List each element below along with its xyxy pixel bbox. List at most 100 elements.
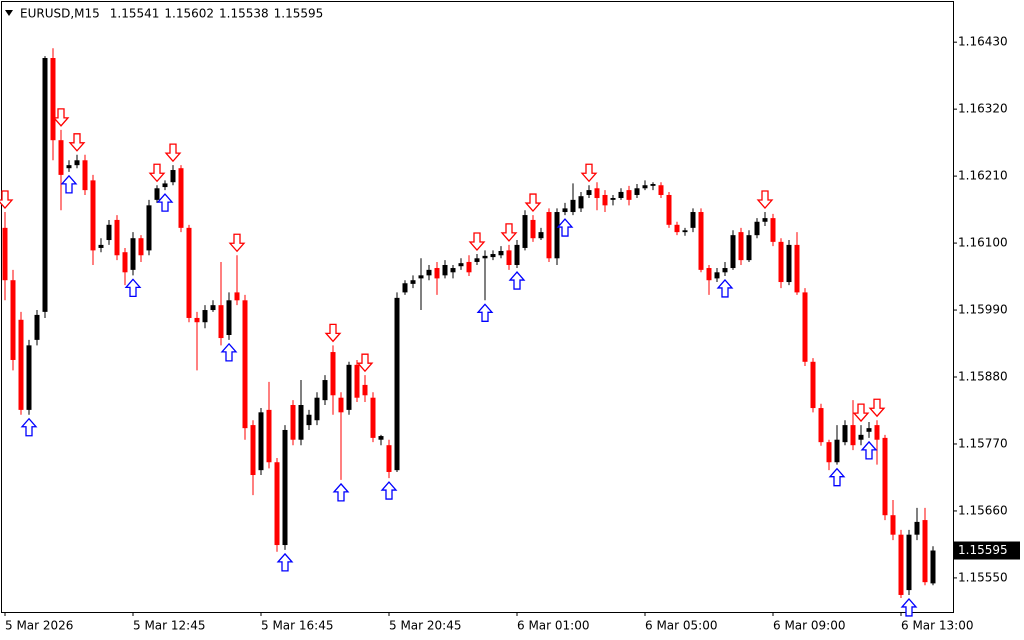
candle-body bbox=[642, 185, 648, 189]
y-tick-label: 1.15550 bbox=[958, 570, 1008, 584]
candle-body bbox=[682, 230, 688, 233]
candle-body bbox=[218, 305, 224, 339]
candle-body bbox=[330, 352, 336, 396]
candle-body bbox=[106, 224, 112, 241]
candle-body bbox=[610, 198, 616, 200]
x-tick-label: 6 Mar 13:00 bbox=[901, 619, 974, 633]
candle-body bbox=[506, 250, 512, 265]
candle-body bbox=[226, 300, 232, 336]
candle-body bbox=[874, 425, 880, 440]
y-tick-label: 1.15880 bbox=[958, 370, 1008, 384]
candle-body bbox=[490, 254, 496, 258]
y-tick-label: 1.16210 bbox=[958, 169, 1008, 183]
candle-body bbox=[562, 208, 568, 213]
current-price-box bbox=[954, 541, 1020, 560]
candle-body bbox=[386, 445, 392, 472]
candle-body bbox=[770, 218, 776, 242]
candle-body bbox=[178, 168, 184, 228]
candle-body bbox=[858, 434, 864, 440]
candle-body bbox=[322, 380, 328, 401]
candle-body bbox=[570, 199, 576, 213]
candle-body bbox=[466, 261, 472, 273]
candle-body bbox=[410, 280, 416, 284]
buy-arrow bbox=[156, 193, 174, 212]
candle-body bbox=[522, 215, 528, 248]
buy-arrow bbox=[276, 552, 294, 572]
menu-icon[interactable] bbox=[5, 10, 13, 16]
candle-body bbox=[458, 263, 464, 267]
candle-body bbox=[658, 185, 664, 195]
candle-body bbox=[898, 534, 904, 595]
candle-body bbox=[530, 219, 536, 239]
candle-body bbox=[10, 280, 16, 360]
candle-body bbox=[402, 283, 408, 293]
candle-body bbox=[690, 212, 696, 228]
candle-body bbox=[90, 180, 96, 251]
x-tick-label: 5 Mar 2026 bbox=[5, 619, 73, 633]
sell-arrow bbox=[756, 190, 774, 210]
candle-body bbox=[162, 183, 168, 188]
buy-arrow bbox=[828, 467, 846, 487]
y-tick-label: 1.16320 bbox=[958, 102, 1008, 116]
candle-body bbox=[34, 314, 40, 340]
y-tick-label: 1.16100 bbox=[958, 236, 1008, 250]
candle-body bbox=[810, 361, 816, 409]
candle-body bbox=[538, 232, 544, 239]
plot-frame bbox=[1, 1, 954, 613]
candle-body bbox=[98, 244, 104, 248]
candle-body bbox=[594, 188, 600, 199]
candle-body bbox=[378, 436, 384, 440]
candle-body bbox=[922, 520, 928, 583]
candle-body bbox=[882, 437, 888, 516]
candle-body bbox=[418, 275, 424, 279]
x-tick-label: 5 Mar 20:45 bbox=[389, 619, 462, 633]
candle-body bbox=[906, 534, 912, 591]
candle-body bbox=[498, 250, 504, 256]
candle-body bbox=[2, 227, 8, 281]
candle-body bbox=[738, 232, 744, 261]
candle-body bbox=[202, 310, 208, 323]
candle-body bbox=[698, 212, 704, 270]
candle-body bbox=[74, 160, 80, 166]
candle-body bbox=[282, 429, 288, 546]
sell-arrow bbox=[52, 108, 70, 127]
candle-body bbox=[138, 238, 144, 256]
buy-arrow bbox=[556, 218, 574, 237]
candle-body bbox=[242, 300, 248, 429]
candle-body bbox=[210, 305, 216, 311]
candle-body bbox=[18, 319, 24, 410]
header-close: 1.15595 bbox=[274, 7, 324, 21]
y-tick-label: 1.16430 bbox=[958, 35, 1008, 49]
sell-arrow bbox=[228, 233, 246, 253]
candle-body bbox=[586, 190, 592, 195]
candle-body bbox=[194, 317, 200, 323]
candle-body bbox=[706, 268, 712, 281]
symbol: EURUSD,M15 bbox=[20, 7, 100, 21]
candle-body bbox=[818, 408, 824, 443]
candle-body bbox=[618, 191, 624, 199]
buy-arrow bbox=[508, 271, 526, 290]
candle-body bbox=[634, 188, 640, 195]
candle-body bbox=[258, 412, 264, 471]
candle-body bbox=[474, 258, 480, 262]
candle-body bbox=[346, 364, 352, 410]
candle-body bbox=[546, 212, 552, 259]
candle-body bbox=[122, 252, 128, 273]
candle-body bbox=[50, 58, 56, 141]
y-tick-label: 1.15990 bbox=[958, 303, 1008, 317]
candle-body bbox=[786, 244, 792, 283]
candle-body bbox=[234, 292, 240, 301]
candle-body bbox=[130, 238, 136, 270]
candle-body bbox=[842, 425, 848, 443]
candle-body bbox=[666, 194, 672, 225]
buy-arrow bbox=[716, 278, 734, 298]
candle-body bbox=[266, 409, 272, 463]
candle-body bbox=[826, 442, 832, 463]
candle-body bbox=[890, 515, 896, 535]
candle-body bbox=[154, 188, 160, 200]
candle-body bbox=[298, 405, 304, 440]
header-low: 1.15538 bbox=[219, 7, 269, 21]
buy-arrow bbox=[220, 342, 238, 362]
candle-body bbox=[66, 165, 72, 169]
